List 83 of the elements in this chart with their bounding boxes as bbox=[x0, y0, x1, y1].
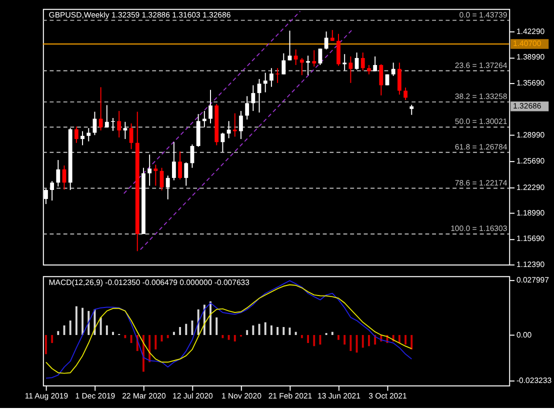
candlestick bbox=[245, 96, 250, 120]
ref-line-label: 100.0 = 1.16303 bbox=[450, 224, 508, 234]
candlestick bbox=[178, 150, 182, 180]
x-tick-label: 11 Aug 2019 bbox=[24, 392, 68, 401]
candlestick bbox=[306, 55, 310, 76]
candlestick bbox=[391, 62, 396, 76]
candlestick bbox=[123, 121, 128, 140]
candlestick bbox=[86, 128, 91, 142]
candlestick bbox=[226, 120, 231, 139]
candlestick bbox=[288, 30, 292, 61]
x-tick-label: 3 Oct 2021 bbox=[368, 392, 407, 401]
candlestick bbox=[50, 180, 54, 202]
ref-line-label: 61.8 = 1.26784 bbox=[454, 142, 508, 152]
x-tick-label: 1 Dec 2019 bbox=[75, 392, 116, 401]
candlestick bbox=[312, 50, 316, 68]
candlestick bbox=[129, 122, 134, 150]
candlestick bbox=[98, 86, 103, 131]
y-tick-label: 1.12390 bbox=[516, 260, 546, 269]
candlestick bbox=[410, 104, 414, 116]
candlestick bbox=[276, 68, 280, 84]
candlestick bbox=[232, 112, 237, 138]
x-tick-label: 21 Feb 2021 bbox=[268, 392, 312, 401]
candlestick bbox=[257, 78, 262, 114]
candlestick bbox=[184, 162, 188, 186]
chart-title: MACD(12,26,9) -0.012350 -0.006479 0.000000 -0.007633 bbox=[48, 278, 250, 287]
candlestick bbox=[300, 58, 304, 76]
text: 1.32686 bbox=[513, 101, 542, 110]
candlestick bbox=[154, 164, 158, 186]
ref-line-label: 38.2 = 1.33258 bbox=[454, 92, 508, 102]
candlestick bbox=[117, 110, 122, 138]
candlestick bbox=[148, 154, 152, 186]
candlestick bbox=[342, 54, 347, 71]
x-tick-label: 13 Jun 2021 bbox=[318, 392, 360, 401]
ref-line-label: 78.6 = 1.22174 bbox=[454, 178, 508, 188]
candlestick bbox=[172, 142, 176, 181]
candlestick bbox=[220, 132, 225, 153]
y-tick-label: 1.42290 bbox=[516, 27, 546, 36]
x-tick-label: 22 Mar 2020 bbox=[122, 392, 167, 401]
candlestick bbox=[367, 64, 371, 75]
y-tick-label: 1.18990 bbox=[516, 208, 546, 218]
x-tick-label: 12 Jul 2020 bbox=[172, 392, 214, 401]
y-tick-label: 1.28990 bbox=[516, 130, 546, 140]
candlestick bbox=[80, 130, 84, 146]
ref-line-label: 0.0 = 1.43739 bbox=[459, 10, 508, 20]
ref-line-label: 50.0 = 1.30021 bbox=[454, 117, 508, 126]
candlestick bbox=[397, 62, 402, 96]
candlestick bbox=[104, 104, 109, 128]
y-tick-label: 1.15690 bbox=[516, 234, 546, 244]
candlestick bbox=[160, 167, 164, 191]
candlestick bbox=[92, 111, 97, 136]
candlestick bbox=[74, 126, 78, 144]
candlestick bbox=[379, 64, 384, 96]
candlestick bbox=[404, 87, 408, 101]
candlestick bbox=[282, 52, 286, 75]
candlestick bbox=[348, 56, 353, 84]
y-tick-label: -0.023233 bbox=[516, 376, 552, 385]
candlestick bbox=[251, 84, 256, 112]
candlestick bbox=[202, 110, 206, 128]
candlestick bbox=[324, 31, 328, 50]
y-tick-label: 1.25690 bbox=[516, 156, 546, 166]
x-tick-label: 1 Nov 2020 bbox=[222, 392, 262, 401]
y-tick-label: 1.38990 bbox=[516, 52, 546, 62]
chart-title: GBPUSD,Weekly 1.32359 1.32886 1.31603 1.32686 bbox=[48, 10, 231, 20]
candlestick bbox=[354, 52, 359, 70]
candlestick bbox=[56, 160, 60, 187]
candlestick bbox=[270, 68, 274, 88]
y-tick-label: 0.027997 bbox=[516, 276, 549, 285]
candlestick bbox=[373, 56, 378, 72]
candlestick bbox=[330, 30, 334, 42]
candlestick bbox=[239, 110, 243, 140]
y-tick-label: 0.00 bbox=[516, 330, 532, 340]
y-tick-label: 1.22290 bbox=[516, 182, 546, 192]
candlestick bbox=[336, 33, 340, 66]
candlestick bbox=[263, 72, 268, 93]
candlestick bbox=[111, 117, 115, 132]
candlestick bbox=[294, 48, 298, 66]
ref-line-label: 1.40700 bbox=[513, 38, 542, 48]
candlestick bbox=[318, 48, 322, 66]
candlestick bbox=[360, 52, 365, 71]
candlestick bbox=[208, 89, 212, 124]
candlestick bbox=[166, 175, 170, 200]
ref-line-label: 23.6 = 1.37264 bbox=[454, 60, 508, 70]
y-tick-label: 1.35690 bbox=[516, 78, 546, 88]
